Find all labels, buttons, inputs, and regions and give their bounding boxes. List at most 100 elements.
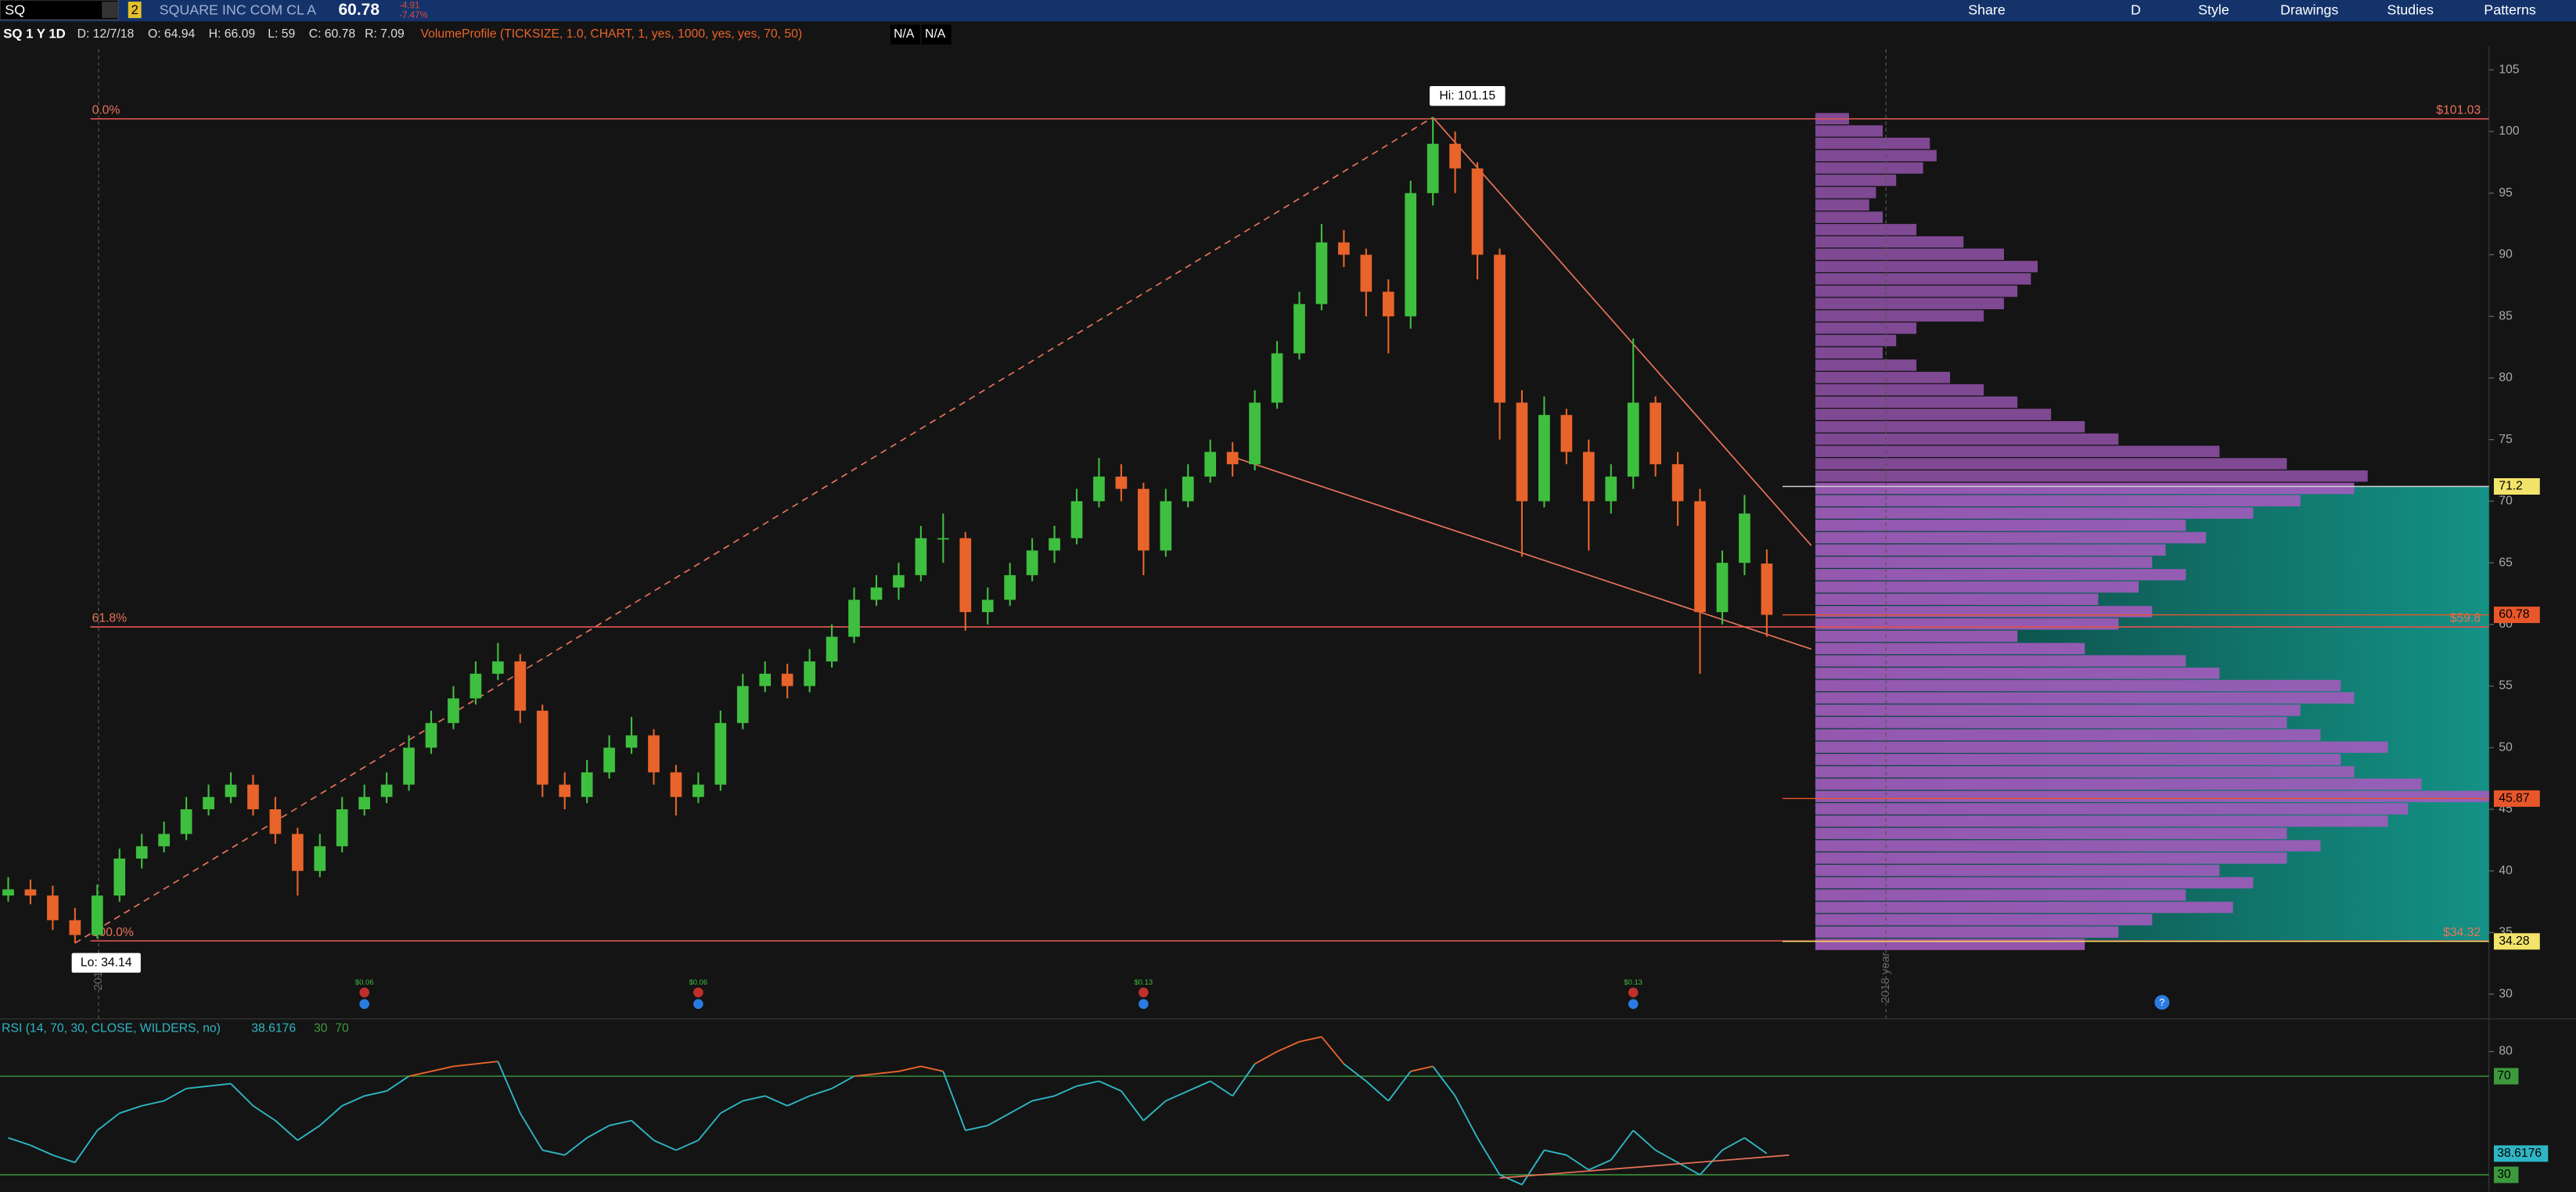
candle-body	[1427, 143, 1439, 193]
symbol-box[interactable]	[0, 0, 119, 20]
y-tick-label: 90	[2499, 248, 2513, 261]
rsi-segment	[30, 1144, 53, 1156]
level-tag-label: 45.87	[2499, 791, 2529, 805]
badge	[128, 2, 142, 19]
volume-profile-bar	[1815, 568, 2186, 581]
volume-profile-bar	[1815, 655, 2186, 667]
candle-body	[1070, 501, 1083, 538]
volume-profile-bar	[1815, 199, 1869, 211]
rsi-segment	[519, 1112, 544, 1151]
candle-body	[1182, 476, 1194, 502]
symbol[interactable]: SQ	[5, 2, 25, 17]
candle-body	[47, 895, 59, 920]
rsi-trendline	[1499, 1154, 1790, 1179]
volume-profile-bar	[1815, 618, 2119, 630]
study-label: VolumeProfile (TICKSIZE, 1.0, CHART, 1, …	[420, 27, 802, 41]
candle-body	[1204, 452, 1217, 477]
rsi-segment	[1343, 1063, 1367, 1082]
volume-profile-bar	[1815, 322, 1917, 334]
rsi-segment	[1454, 1095, 1478, 1139]
toolbar-button[interactable]: D	[2131, 2, 2141, 17]
rsi-segment	[1321, 1036, 1345, 1064]
candle-body	[158, 834, 170, 847]
volume-profile-bar	[1815, 211, 1883, 223]
description: SQUARE INC COM CL A	[160, 2, 317, 17]
fib-price-label: $34.32	[2443, 926, 2481, 939]
candle-body	[1716, 563, 1729, 613]
candle-body	[670, 772, 682, 798]
rsi-segment	[1566, 1154, 1589, 1171]
candle-body	[1582, 452, 1595, 502]
symbol-dropdown[interactable]	[102, 2, 119, 19]
rsi-level-tag	[2494, 1166, 2519, 1183]
volume-profile-bar	[1815, 334, 1897, 347]
candle-body	[1650, 402, 1662, 465]
candle-body	[470, 673, 482, 699]
volume-profile-bar	[1815, 372, 1951, 384]
candle-body	[247, 784, 259, 810]
volume-profile-bar	[1815, 581, 2139, 593]
rsi-segment	[1743, 1137, 1768, 1154]
na-box	[890, 24, 920, 45]
hi-box	[1429, 86, 1506, 106]
candle-body	[625, 735, 638, 748]
candle-body	[1761, 564, 1773, 615]
candle-body	[1627, 402, 1639, 477]
toolbar-button[interactable]: Style	[2198, 2, 2229, 17]
toolbar-button[interactable]: Share	[1968, 2, 2006, 17]
help-icon-glyph[interactable]: ?	[2159, 997, 2164, 1008]
y-tick-label: 95	[2499, 186, 2513, 200]
level-tag-label: 60.78	[2499, 608, 2530, 621]
volume-profile-bar	[1815, 162, 1923, 174]
rsi-segment	[74, 1129, 99, 1163]
rsi-segment	[1142, 1100, 1167, 1122]
na-label: N/A	[894, 27, 915, 41]
volume-profile-bar	[1815, 729, 2321, 741]
candle-body	[291, 834, 304, 871]
na-box	[921, 24, 952, 45]
header-field: L: 59	[268, 27, 295, 41]
candle-body	[1538, 415, 1550, 502]
rsi-segment	[809, 1087, 833, 1097]
candle-body	[1226, 452, 1239, 465]
volume-profile-bar	[1815, 137, 1930, 149]
rsi-segment	[675, 1140, 699, 1151]
level-tag	[2494, 477, 2540, 495]
volume-profile-bar	[1815, 310, 1984, 322]
volume-profile-bar	[1815, 593, 2099, 605]
rsi-level-tag-label: 70	[2497, 1069, 2511, 1082]
candle-body	[24, 889, 37, 896]
candle-body	[1338, 242, 1350, 255]
level-tag	[2494, 790, 2540, 807]
toolbar-button[interactable]: Patterns	[2484, 2, 2535, 17]
volume-profile-bar	[1815, 297, 2004, 310]
rsi-segment	[653, 1140, 677, 1151]
rsi-segment	[542, 1149, 565, 1156]
toolbar-button[interactable]: Drawings	[2280, 2, 2338, 17]
rsi-segment	[564, 1137, 588, 1156]
rsi-segment	[831, 1075, 854, 1089]
rsi-segment	[1054, 1085, 1078, 1097]
rsi-level-tag	[2494, 1068, 2519, 1085]
volume-profile-bar	[1815, 827, 2287, 840]
rsi-segment	[765, 1095, 788, 1107]
volume-profile-bar	[1815, 716, 2287, 729]
help-icon[interactable]	[2154, 995, 2170, 1010]
candle-body	[781, 673, 793, 686]
candle-body	[1138, 488, 1149, 551]
level-tag	[2494, 607, 2540, 624]
volume-profile-bar	[1815, 544, 2166, 556]
rsi-segment	[609, 1119, 632, 1126]
rsi-segment	[1521, 1150, 1545, 1186]
y-tick-label: 55	[2499, 679, 2513, 693]
volume-profile-bar	[1815, 261, 2038, 272]
rsi-segment	[1031, 1095, 1055, 1102]
volume-profile-bar	[1815, 556, 2153, 568]
rsi-segment	[1099, 1080, 1122, 1092]
fib-price-label: $59.8	[2450, 612, 2481, 625]
y-tick-label: 80	[2499, 371, 2513, 384]
rsi-segment	[297, 1125, 321, 1141]
toolbar-button[interactable]: Studies	[2387, 2, 2434, 17]
header-field: R: 7.09	[365, 27, 405, 41]
candle-body	[959, 538, 972, 613]
